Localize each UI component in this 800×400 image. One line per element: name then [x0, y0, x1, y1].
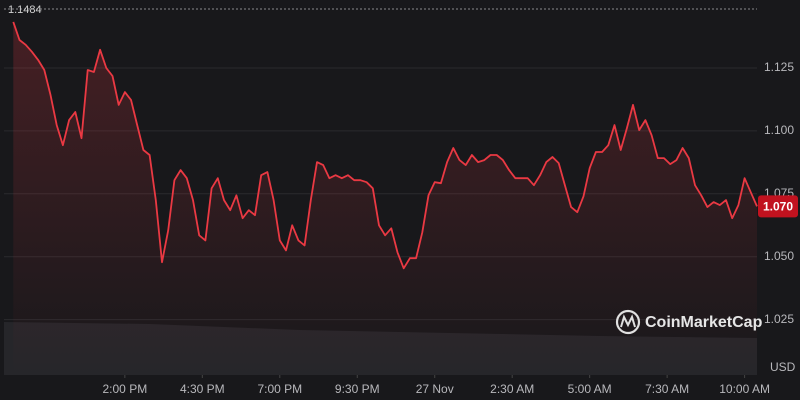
logo	[615, 309, 641, 335]
watermark: CoinMarketCap	[615, 309, 763, 335]
y-tick-label: 1.100	[764, 123, 794, 137]
high-label: 1.1484	[8, 4, 42, 16]
x-tick-label: 2:00 PM	[103, 382, 148, 396]
x-tick-label: 9:30 PM	[335, 382, 380, 396]
x-tick-label: 7:00 PM	[257, 382, 302, 396]
x-tick-label: 7:30 AM	[645, 382, 689, 396]
y-tick-label: 1.050	[764, 249, 794, 263]
area-fill	[13, 21, 757, 376]
x-tick-label: 5:00 AM	[568, 382, 612, 396]
y-axis-label: USD	[770, 360, 796, 374]
watermark-text: CoinMarketCap	[645, 314, 763, 331]
y-tick-label: 1.025	[764, 312, 794, 326]
price-line	[12, 21, 758, 270]
current-price-box	[758, 195, 798, 218]
y-tick-label: 1.125	[764, 60, 794, 74]
logo-mark	[620, 314, 636, 328]
current-price-label: 1.070	[763, 200, 793, 214]
x-tick-label: 27 Nov	[416, 382, 454, 396]
x-tick-label: 4:30 PM	[180, 382, 225, 396]
x-tick-label: 2:30 AM	[490, 382, 534, 396]
x-tick-label: 10:00 AM	[719, 382, 770, 396]
